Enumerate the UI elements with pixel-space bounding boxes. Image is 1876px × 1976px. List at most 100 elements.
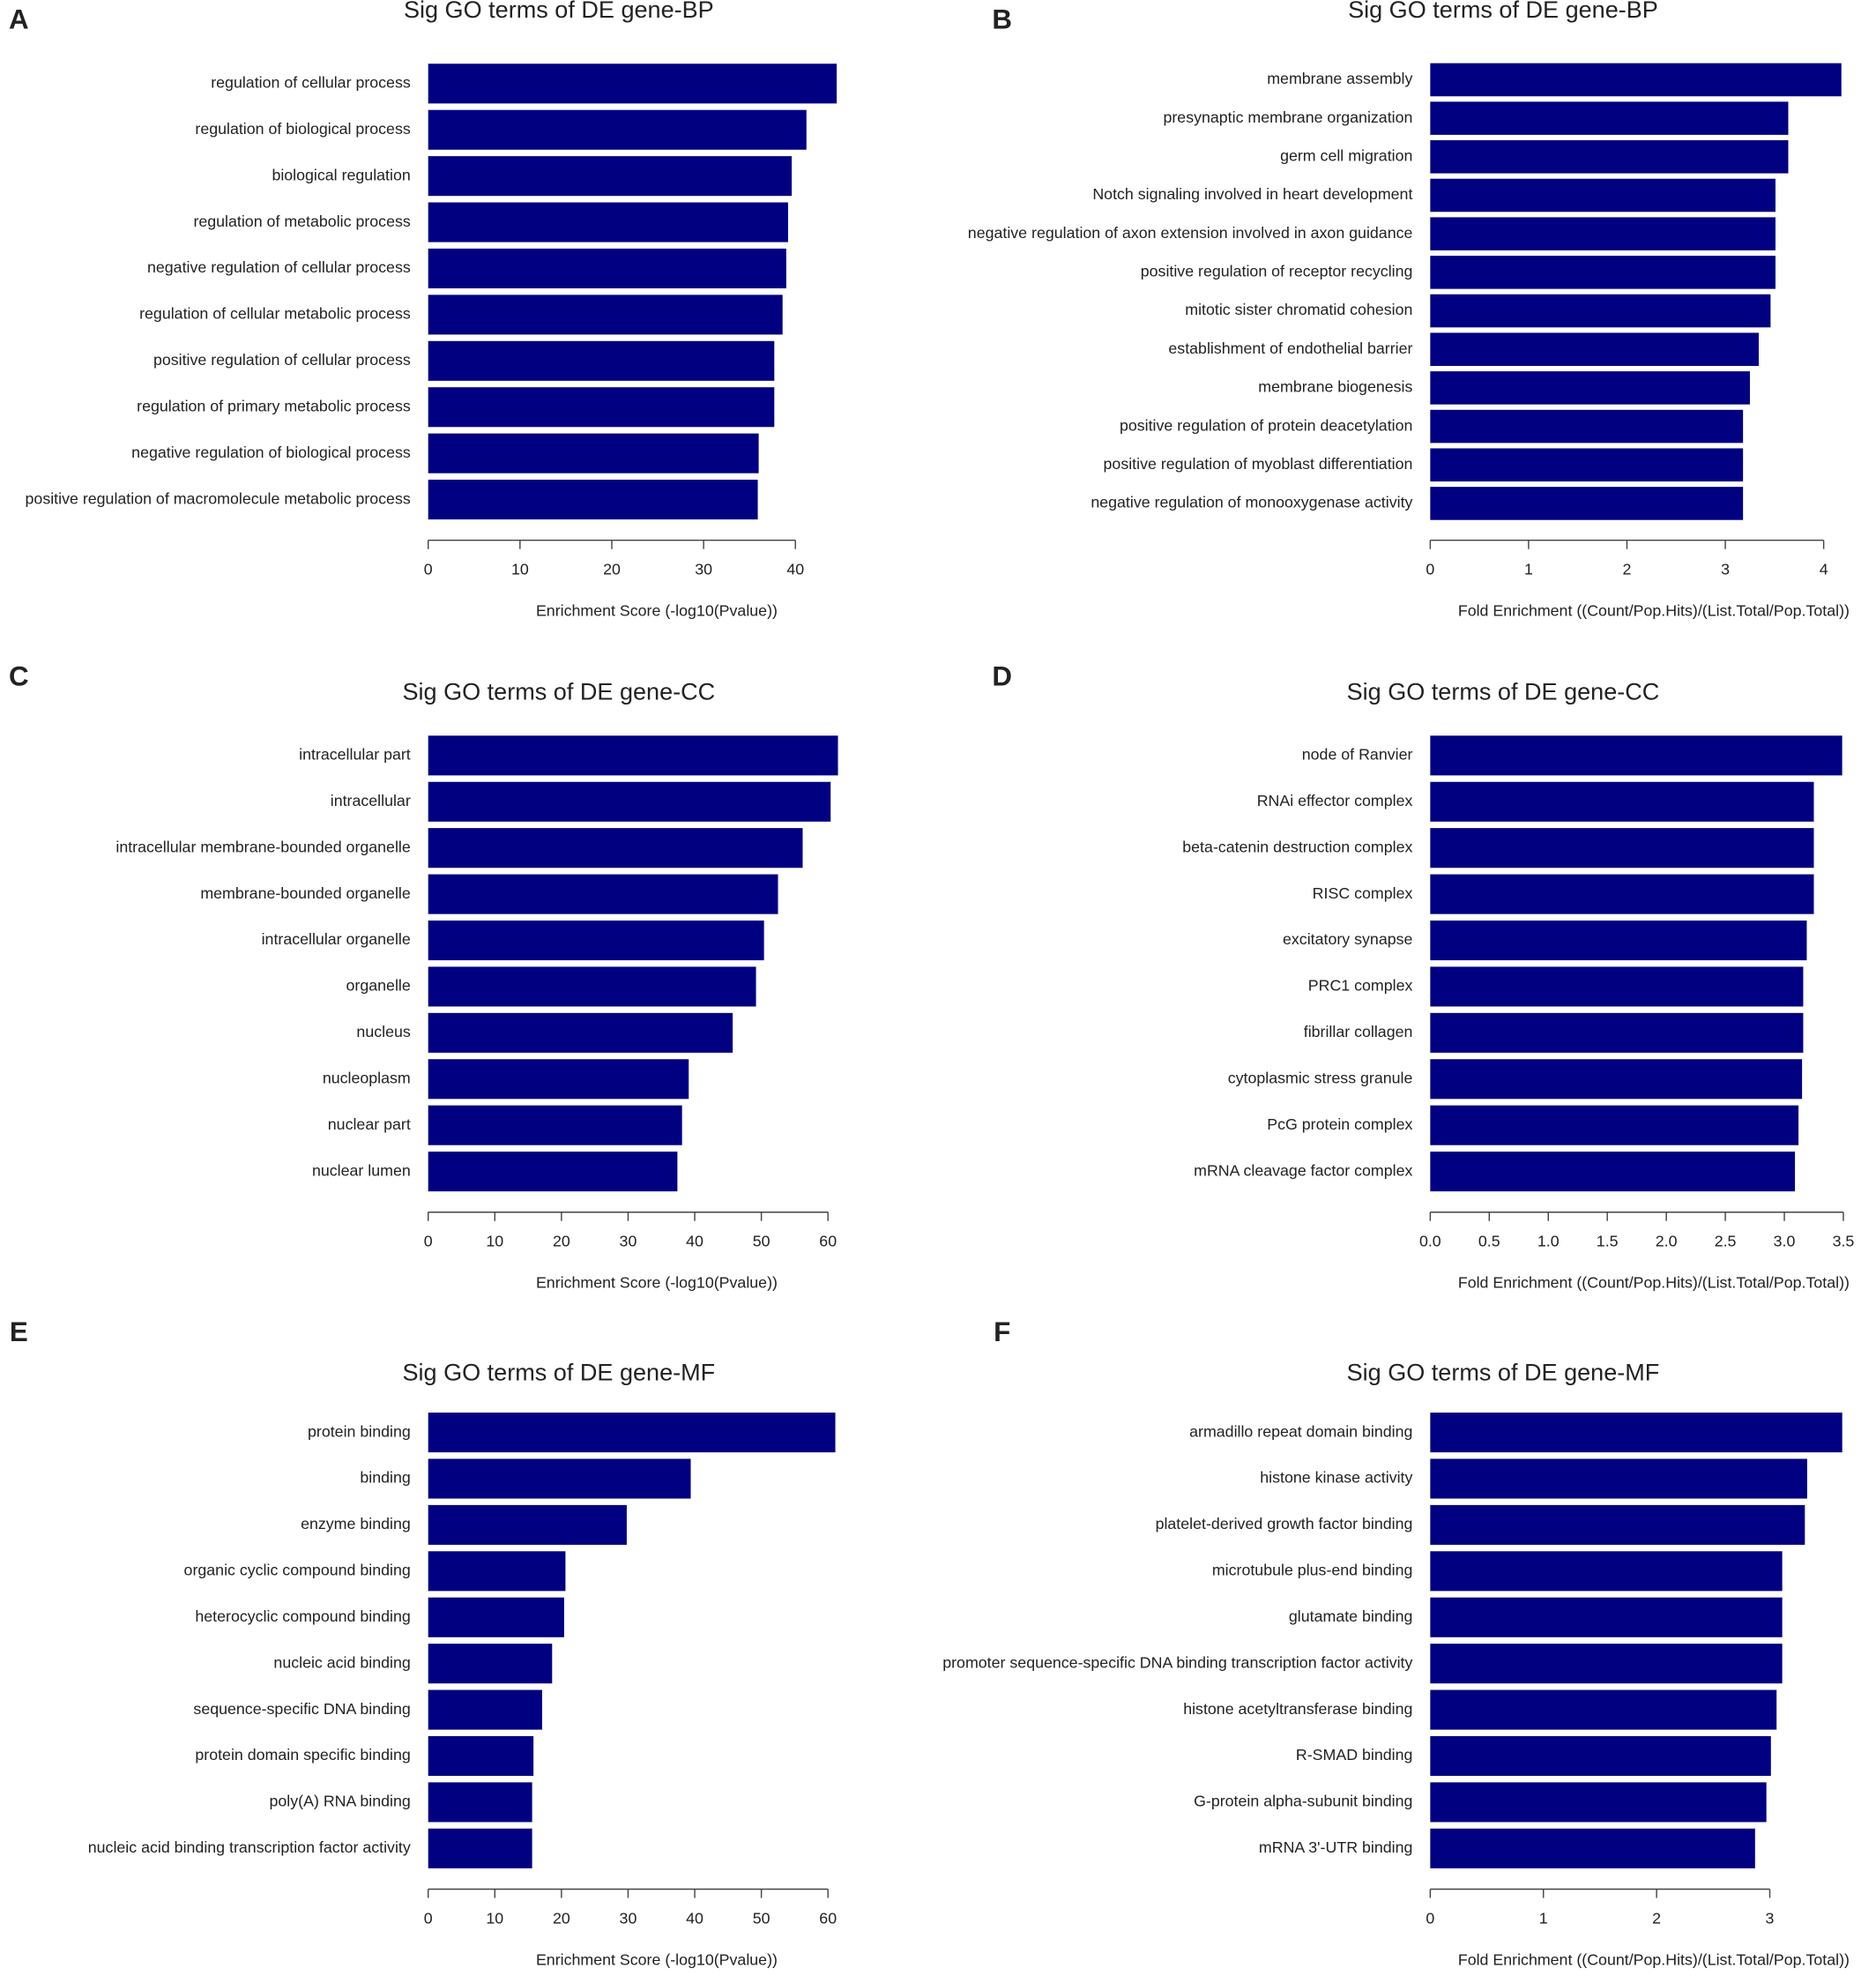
y-tick-label: histone kinase activity: [1260, 1469, 1412, 1487]
bar: [428, 433, 759, 473]
bar: [428, 735, 838, 776]
bar: [1430, 1152, 1796, 1192]
y-tick-label: positive regulation of receptor recyclin…: [1141, 263, 1413, 280]
x-tick-label: 0: [1426, 1909, 1434, 1927]
y-tick-label: enzyme binding: [301, 1515, 411, 1532]
x-tick-label: 40: [786, 561, 804, 578]
bar: [1430, 1059, 1803, 1100]
x-tick-label: 50: [753, 1909, 770, 1927]
bar: [428, 480, 758, 520]
y-tick-label: glutamate binding: [1289, 1607, 1413, 1625]
y-tick-label: Notch signaling involved in heart develo…: [1092, 185, 1412, 203]
x-tick-label: 20: [553, 1909, 570, 1927]
x-tick-label: 40: [686, 1909, 704, 1927]
bar: [1430, 1644, 1783, 1684]
y-tick-label: negative regulation of axon extension in…: [968, 224, 1413, 242]
bar: [1430, 371, 1750, 405]
y-tick-label: R-SMAD binding: [1296, 1746, 1413, 1763]
bar: [1430, 332, 1760, 366]
y-tick-label: membrane assembly: [1267, 70, 1412, 87]
x-tick-label: 1: [1524, 561, 1533, 578]
y-tick-label: regulation of biological process: [195, 120, 410, 138]
bar: [428, 1828, 532, 1868]
bar: [1430, 1413, 1842, 1453]
bar: [428, 340, 775, 381]
x-tick-label: 60: [819, 1233, 837, 1250]
y-tick-label: nucleoplasm: [323, 1069, 411, 1086]
bar: [428, 1458, 691, 1499]
bar: [428, 1782, 532, 1823]
x-tick-label: 0: [424, 561, 433, 578]
x-tick-label: 1.0: [1537, 1233, 1560, 1250]
y-tick-label: presynaptic membrane organization: [1163, 108, 1412, 126]
x-tick-label: 2.0: [1656, 1233, 1678, 1250]
bar: [428, 63, 838, 104]
x-tick-label: 30: [620, 1909, 637, 1927]
bar: [1430, 448, 1744, 482]
y-tick-label: RNAi effector complex: [1257, 792, 1413, 809]
y-tick-label: organelle: [346, 977, 411, 995]
bar: [1430, 735, 1842, 776]
x-tick-label: 2.5: [1715, 1233, 1737, 1250]
chart-title: Sig GO terms of DE gene-BP: [404, 0, 714, 23]
bar: [1430, 828, 1814, 869]
bar: [1430, 966, 1804, 1007]
y-tick-label: intracellular part: [299, 746, 411, 764]
bar: [1430, 1105, 1799, 1145]
bar: [1430, 1504, 1805, 1545]
bar: [1430, 1689, 1777, 1730]
y-tick-label: node of Ranvier: [1302, 746, 1413, 764]
bar: [428, 295, 783, 335]
y-tick-label: nucleus: [356, 1023, 410, 1040]
bar: [1430, 920, 1807, 961]
x-axis-label: Fold Enrichment ((Count/Pop.Hits)/(List.…: [1458, 602, 1850, 620]
y-tick-label: fibrillar collagen: [1304, 1023, 1413, 1040]
y-tick-label: regulation of primary metabolic process: [137, 397, 411, 414]
y-tick-label: regulation of cellular metabolic process: [139, 305, 411, 323]
y-tick-label: PRC1 complex: [1308, 977, 1413, 995]
y-tick-label: beta-catenin destruction complex: [1182, 838, 1412, 855]
y-tick-label: nuclear part: [328, 1115, 411, 1133]
bar: [428, 1644, 553, 1684]
x-tick-label: 10: [486, 1233, 503, 1250]
y-tick-label: membrane-bounded organelle: [200, 884, 411, 902]
bar: [428, 1689, 542, 1730]
x-tick-label: 2: [1623, 561, 1632, 578]
y-tick-label: negative regulation of cellular process: [147, 258, 411, 276]
x-tick-label: 3: [1721, 561, 1730, 578]
x-tick-label: 50: [753, 1233, 770, 1250]
bar: [428, 109, 807, 150]
bar: [1430, 294, 1771, 328]
bar: [428, 1413, 836, 1453]
chart-title: Sig GO terms of DE gene-BP: [1348, 0, 1658, 23]
y-tick-label: regulation of metabolic process: [193, 213, 410, 230]
x-axis-label: Fold Enrichment ((Count/Pop.Hits)/(List.…: [1458, 1950, 1850, 1968]
y-tick-label: establishment of endothelial barrier: [1168, 339, 1412, 357]
bar: [428, 781, 831, 822]
y-tick-label: nucleic acid binding: [273, 1653, 410, 1671]
bar: [428, 966, 756, 1007]
x-tick-label: 20: [603, 561, 621, 578]
y-tick-label: armadillo repeat domain binding: [1189, 1422, 1412, 1440]
x-tick-label: 60: [819, 1909, 837, 1927]
y-tick-label: regulation of cellular process: [211, 74, 411, 92]
y-tick-label: mRNA 3'-UTR binding: [1259, 1838, 1413, 1856]
bar: [428, 1597, 564, 1637]
x-tick-label: 30: [695, 561, 712, 578]
x-axis-label: Enrichment Score (-log10(Pvalue)): [536, 1274, 778, 1292]
y-tick-label: germ cell migration: [1280, 147, 1412, 165]
x-axis-label: Enrichment Score (-log10(Pvalue)): [536, 1950, 778, 1968]
bar: [1430, 1828, 1755, 1868]
x-axis-label: Enrichment Score (-log10(Pvalue)): [536, 602, 778, 620]
bar: [428, 202, 788, 242]
x-tick-label: 0: [1426, 561, 1434, 578]
y-tick-label: positive regulation of protein deacetyla…: [1120, 416, 1412, 434]
bar: [1430, 1551, 1783, 1592]
x-tick-label: 30: [620, 1233, 637, 1250]
y-tick-label: excitatory synapse: [1283, 930, 1412, 948]
bar: [428, 387, 775, 428]
y-tick-label: mRNA cleavage factor complex: [1194, 1161, 1412, 1179]
panel-letter: E: [10, 1316, 28, 1347]
y-tick-label: positive regulation of macromolecule met…: [26, 489, 411, 507]
